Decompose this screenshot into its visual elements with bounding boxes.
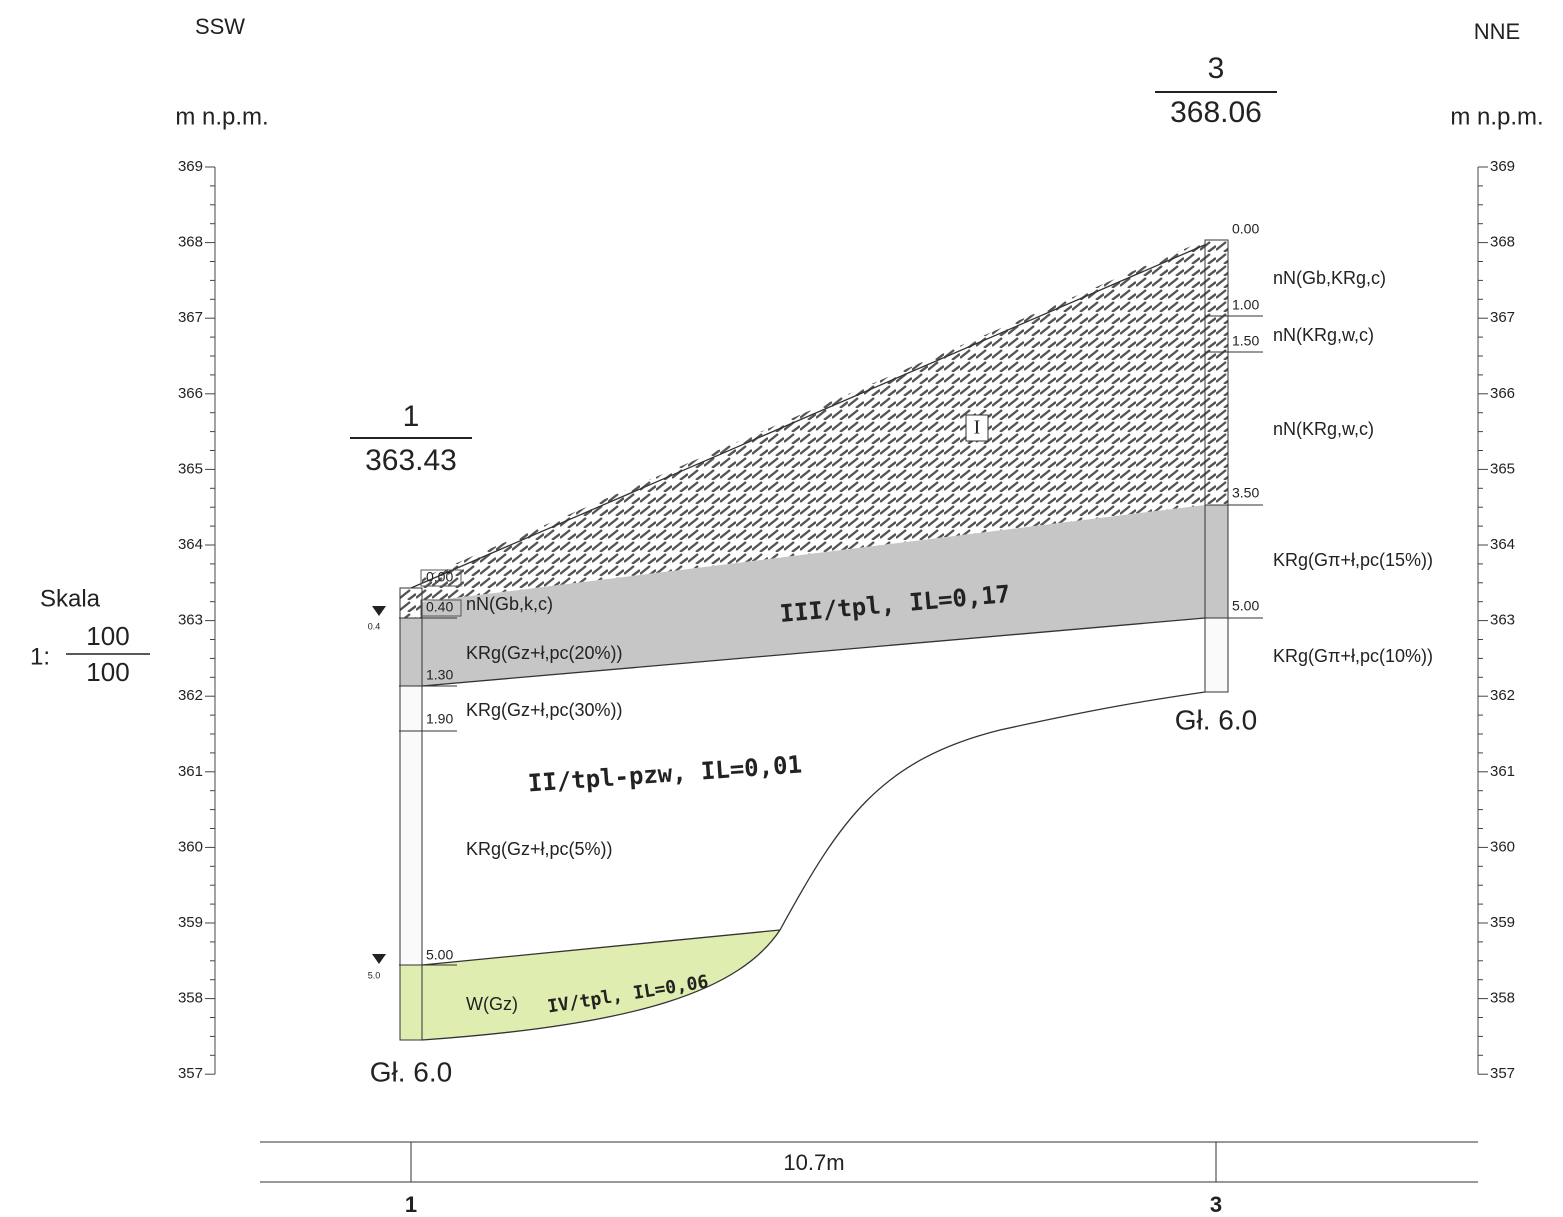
tick-label: 358 — [178, 990, 203, 1007]
borehole-depth: Gł. 6.0 — [1175, 704, 1257, 735]
layer-fill — [422, 505, 1205, 686]
water-level: 0.4 — [368, 621, 381, 631]
depth-label: 5.00 — [426, 947, 453, 963]
layer-fill — [422, 930, 780, 1040]
borehole-number: 3 — [1208, 52, 1225, 85]
borehole-segment — [399, 617, 423, 687]
tick-label: 361 — [1490, 763, 1515, 780]
layer-box — [965, 414, 989, 442]
direction: NNE — [1474, 19, 1520, 44]
direction: SSW — [195, 14, 245, 39]
tick-label: 369 — [1490, 158, 1515, 175]
tick-label: 362 — [1490, 687, 1515, 704]
tick-label: 362 — [178, 687, 203, 704]
depth-label: 1.50 — [1232, 333, 1259, 349]
depth-label: 0.40 — [426, 599, 453, 615]
tick-label: 359 — [178, 914, 203, 931]
depth-box — [420, 599, 462, 617]
tick-label: 365 — [178, 460, 203, 477]
tick-label: 363 — [1490, 612, 1515, 629]
borehole-segment — [399, 587, 423, 619]
depth-label: 1.00 — [1232, 297, 1259, 313]
soil-label: KRg(Gπ+ł,pc(15%)) — [1273, 550, 1433, 570]
ground-line — [410, 239, 1217, 589]
soil-label: nN(Gb,KRg,c) — [1273, 268, 1386, 288]
scale-label: Skala — [40, 585, 101, 612]
borehole-elevation: 368.06 — [1170, 96, 1262, 129]
scale-numerator: 100 — [86, 621, 129, 651]
tick-label: 369 — [178, 158, 203, 175]
distance: 10.7m — [783, 1150, 844, 1175]
depth-label: 0.00 — [1232, 221, 1259, 237]
depth-label: 0.00 — [426, 569, 453, 585]
borehole-depth: Gł. 6.0 — [370, 1056, 452, 1087]
soil-label: KRg(Gz+ł,pc(5%)) — [466, 839, 613, 859]
depth-label: 3.50 — [1232, 485, 1259, 501]
soil-label: KRg(Gπ+ł,pc(10%)) — [1273, 646, 1433, 666]
tick-label: 367 — [1490, 309, 1515, 326]
water-level: 5.0 — [368, 970, 381, 980]
axis-unit: m n.p.m. — [175, 103, 268, 130]
tick-label: 361 — [178, 763, 203, 780]
tick-label: 357 — [178, 1065, 203, 1082]
depth-label: 1.90 — [426, 711, 453, 727]
depth-box — [420, 569, 462, 587]
tick-label: 366 — [1490, 385, 1515, 402]
axis-unit: m n.p.m. — [1450, 103, 1543, 130]
tick-label: 360 — [178, 838, 203, 855]
borehole-segment — [1204, 504, 1229, 619]
depth-label: 5.00 — [1232, 598, 1259, 614]
layer-label: II/tpl-pzw, IL=0,01 — [527, 750, 803, 797]
point-label: 3 — [1210, 1192, 1222, 1217]
tick-label: 368 — [1490, 234, 1515, 251]
layer-label: I — [974, 417, 981, 439]
tick-label: 363 — [178, 612, 203, 629]
borehole-segment — [399, 964, 423, 1041]
soil-label: nN(KRg,w,c) — [1273, 325, 1374, 345]
tick-label: 357 — [1490, 1065, 1515, 1082]
tick-label: 366 — [178, 385, 203, 402]
soil-label: nN(KRg,w,c) — [1273, 419, 1374, 439]
soil-label: nN(Gb,k,c) — [466, 594, 553, 614]
tick-label: 367 — [178, 309, 203, 326]
point-label: 1 — [405, 1192, 417, 1217]
boundary — [421, 617, 1206, 1041]
scale-prefix: 1: — [30, 643, 50, 670]
tick-label: 359 — [1490, 914, 1515, 931]
layer-fill — [422, 240, 1205, 602]
tick-label: 360 — [1490, 838, 1515, 855]
soil-label: KRg(Gz+ł,pc(20%)) — [466, 643, 623, 663]
tick-label: 364 — [178, 536, 203, 553]
tick-label: 358 — [1490, 990, 1515, 1007]
soil-label: W(Gz) — [466, 994, 518, 1014]
tick-label: 365 — [1490, 460, 1515, 477]
soil-label: KRg(Gz+ł,pc(30%)) — [466, 700, 623, 720]
borehole-elevation: 363.43 — [365, 444, 457, 477]
depth-label: 1.30 — [426, 667, 453, 683]
tick-label: 364 — [1490, 536, 1515, 553]
borehole-number: 1 — [403, 400, 420, 433]
water-marker — [372, 606, 386, 964]
scale-denominator: 100 — [86, 657, 129, 687]
borehole-segment — [1204, 239, 1229, 506]
tick-label: 368 — [178, 234, 203, 251]
